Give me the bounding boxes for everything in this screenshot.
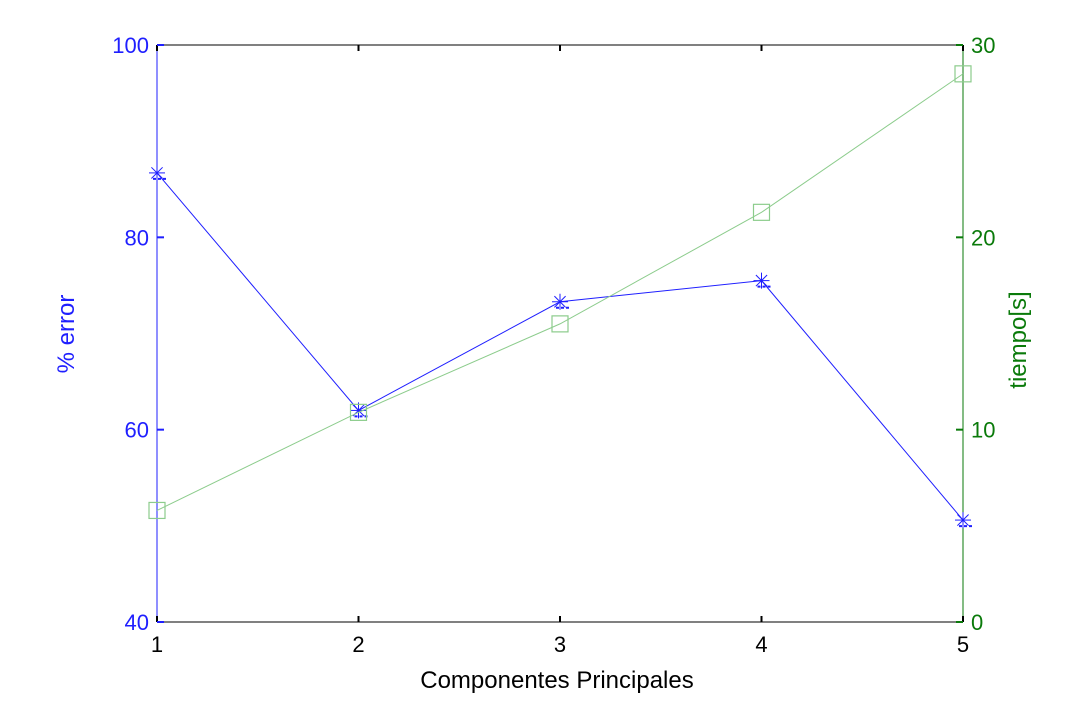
series-2-line bbox=[156, 73, 964, 511]
y-axis-left-title: % error bbox=[53, 295, 80, 374]
series-2-point bbox=[349, 403, 368, 421]
series-2-point bbox=[148, 501, 166, 520]
x-tick-label: 1 bbox=[151, 632, 163, 657]
y-left-tick-label: 60 bbox=[125, 418, 149, 443]
y-right-tick-label: 20 bbox=[971, 225, 995, 250]
y-left-tick-label: 100 bbox=[112, 33, 149, 58]
series-2-point bbox=[954, 65, 972, 83]
asterisk-stroke bbox=[151, 166, 163, 179]
y-left-tick-label: 80 bbox=[125, 225, 149, 250]
x-tick-label: 4 bbox=[755, 632, 767, 657]
series-1-point bbox=[552, 293, 570, 310]
x-tick-label: 5 bbox=[957, 632, 969, 657]
series-1-point bbox=[955, 512, 973, 529]
series-1-point bbox=[753, 272, 772, 289]
y-left-tick-label: 40 bbox=[125, 610, 149, 635]
x-tick-label: 2 bbox=[352, 632, 364, 657]
asterisk-stroke bbox=[957, 514, 969, 527]
y-right-tick-label: 10 bbox=[971, 418, 995, 443]
series-layer bbox=[148, 65, 973, 529]
ticks-layer: 1 2 3 4 5 40 60 80 100 0 10 20 30 bbox=[112, 33, 995, 657]
plot-area bbox=[156, 44, 964, 623]
asterisk-stroke bbox=[755, 274, 768, 287]
y-right-tick-label: 0 bbox=[971, 610, 983, 635]
y-axis-right-title: tiempo[s] bbox=[1005, 291, 1032, 388]
series-2-point bbox=[752, 203, 771, 221]
series-1-point bbox=[149, 164, 167, 181]
asterisk-stroke bbox=[554, 295, 566, 308]
x-axis-title: Componentes Principales bbox=[420, 667, 693, 694]
series-2-point bbox=[551, 315, 569, 333]
y-right-tick-label: 30 bbox=[971, 33, 995, 58]
x-tick-label: 3 bbox=[554, 632, 566, 657]
series-1-line bbox=[156, 172, 964, 521]
